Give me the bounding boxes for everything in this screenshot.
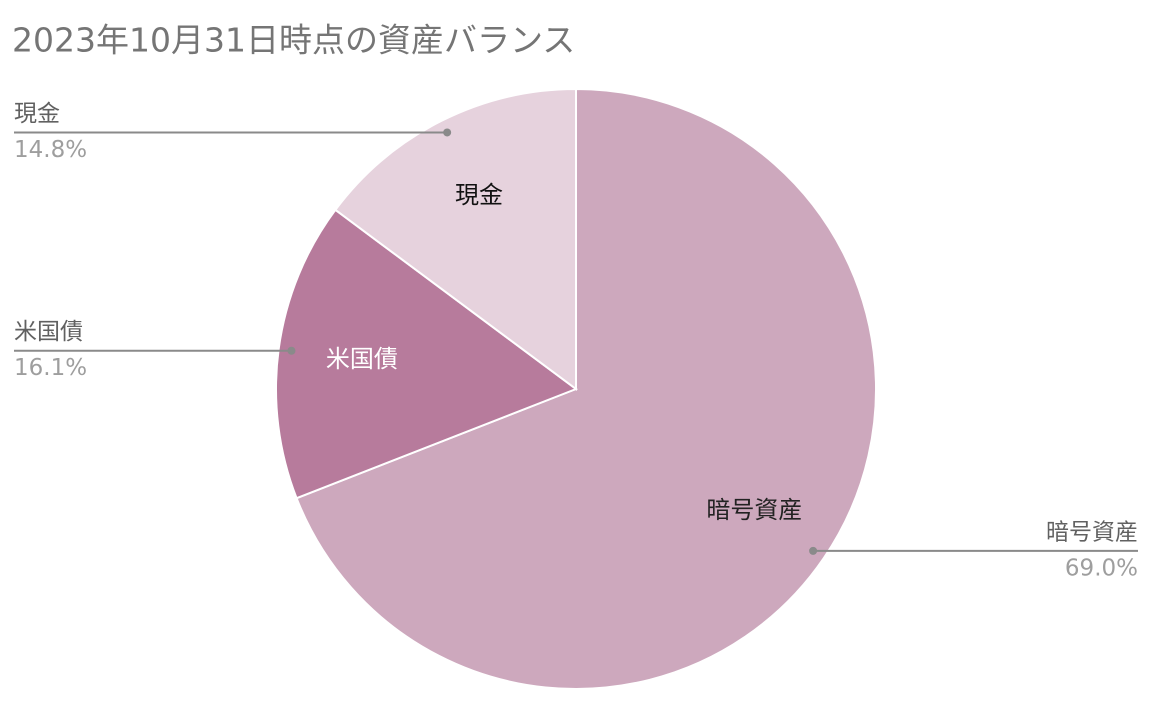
outer-value: 14.8% xyxy=(14,137,87,163)
pie-slice xyxy=(333,87,577,391)
outer-label: 暗号資産 xyxy=(1046,519,1138,545)
pie-slice xyxy=(275,208,579,500)
pie-slice xyxy=(295,87,877,690)
leader-dot xyxy=(443,128,452,137)
outer-label: 米国債 xyxy=(14,319,83,345)
slice-label: 米国債 xyxy=(326,345,398,373)
leader-dot xyxy=(287,346,296,355)
slice-label: 現金 xyxy=(455,181,503,209)
leader-dot xyxy=(809,546,818,555)
outer-label: 現金 xyxy=(14,101,60,127)
outer-value: 16.1% xyxy=(14,355,87,381)
chart-title: 2023年10月31日時点の資産バランス xyxy=(12,21,575,60)
outer-value: 69.0% xyxy=(1065,555,1138,581)
slice-label: 暗号資産 xyxy=(706,496,802,524)
